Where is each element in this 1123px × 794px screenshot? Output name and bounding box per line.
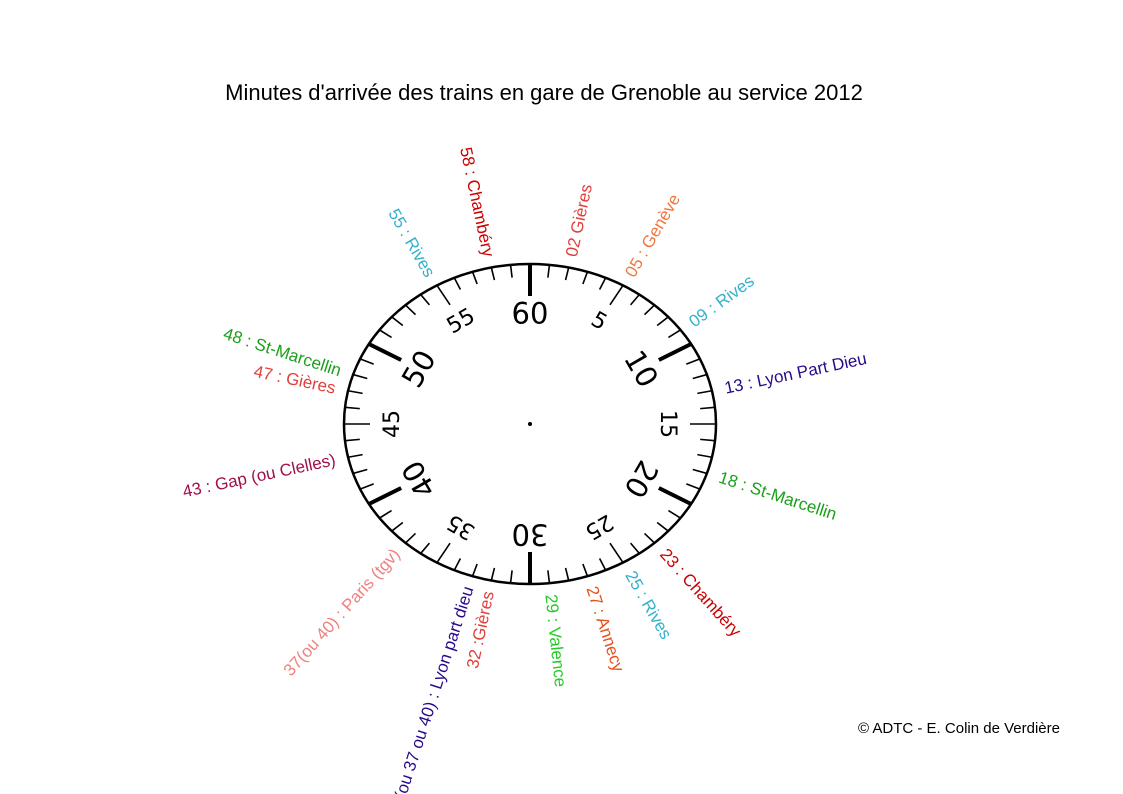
tick-mark	[697, 389, 713, 395]
minute-numeral: 5	[587, 307, 612, 336]
tick-mark	[697, 453, 713, 459]
copyright-credit: © ADTC - E. Colin de Verdière	[858, 720, 1060, 737]
arrival-label: 13 : Lyon Part Dieu	[723, 349, 869, 398]
tick-mark	[368, 342, 403, 362]
arrival-label: 05 : Genève	[621, 191, 684, 281]
tick-mark	[471, 271, 478, 285]
tick-mark	[344, 438, 360, 442]
tick-mark	[564, 567, 570, 581]
minute-numeral: 25	[580, 509, 617, 545]
arrival-label: 37(ou 40) : Paris (tgv)	[280, 545, 404, 680]
arrival-label: 29 : Valence	[541, 593, 570, 688]
tick-mark	[609, 284, 624, 306]
tick-mark	[582, 563, 589, 577]
tick-mark	[643, 532, 656, 544]
tick-mark	[359, 483, 374, 490]
tick-mark	[643, 304, 656, 316]
minute-numeral: 10	[617, 344, 665, 393]
tick-mark	[490, 567, 496, 581]
tick-mark	[629, 542, 640, 554]
tick-mark	[453, 277, 462, 290]
tick-mark	[564, 267, 570, 281]
tick-mark	[656, 316, 669, 327]
tick-mark	[609, 542, 624, 564]
arrival-label: 18 : St-Marcellin	[716, 468, 839, 524]
arrival-label: 58 : Chambéry	[456, 146, 498, 259]
tick-mark	[352, 373, 368, 380]
tick-mark	[547, 264, 551, 278]
minute-numeral: 35	[443, 509, 480, 545]
tick-mark	[436, 542, 451, 564]
tick-mark	[629, 294, 640, 306]
tick-mark	[404, 304, 417, 316]
arrival-label: 25 : Rives	[621, 568, 675, 643]
tick-mark	[668, 329, 681, 339]
dial-center-dot	[528, 422, 532, 426]
tick-mark	[359, 358, 374, 365]
tick-mark	[453, 558, 462, 571]
tick-mark	[471, 563, 478, 577]
tick-mark	[420, 294, 431, 306]
tick-mark	[700, 438, 716, 442]
tick-mark	[347, 453, 363, 459]
arrival-label: 27 : Annecy	[582, 584, 628, 675]
tick-mark	[344, 406, 360, 410]
minute-numeral: 30	[512, 517, 549, 551]
tick-mark	[686, 483, 701, 490]
tick-mark	[379, 329, 392, 339]
minute-numeral: 20	[617, 455, 665, 504]
diagram-title: Minutes d'arrivée des trains en gare de …	[225, 80, 863, 105]
minute-numeral: 40	[395, 455, 443, 504]
minute-numeral: 50	[395, 344, 443, 393]
arrival-label: 43 : Gap (ou Clelles)	[181, 450, 337, 501]
tick-mark	[692, 373, 708, 380]
tick-mark	[391, 316, 404, 327]
tick-mark	[657, 342, 692, 362]
tick-mark	[656, 521, 669, 532]
tick-mark	[352, 468, 368, 475]
tick-mark	[598, 558, 607, 571]
tick-mark	[391, 521, 404, 532]
tick-mark	[668, 509, 681, 519]
tick-mark	[700, 406, 716, 410]
tick-mark	[347, 389, 363, 395]
minute-numeral: 15	[655, 410, 680, 438]
tick-mark	[582, 271, 589, 285]
tick-mark	[686, 358, 701, 365]
minute-numeral: 60	[512, 297, 549, 331]
tick-mark	[509, 570, 513, 584]
minute-numeral: 45	[380, 410, 405, 438]
tick-mark	[490, 267, 496, 281]
arrival-label: 02 Gières	[562, 182, 596, 258]
tick-mark	[379, 509, 392, 519]
tick-mark	[420, 542, 431, 554]
tick-mark	[404, 532, 417, 544]
tick-mark	[547, 570, 551, 584]
tick-mark	[509, 264, 513, 278]
arrival-label: 55 : Rives	[384, 206, 438, 281]
minute-numeral: 55	[443, 304, 480, 340]
tick-mark	[692, 468, 708, 475]
tick-mark	[598, 277, 607, 290]
tick-mark	[368, 486, 403, 506]
tick-mark	[657, 486, 692, 506]
tick-marks	[344, 264, 716, 584]
tick-mark	[436, 284, 451, 306]
arrival-label: 09 : Rives	[685, 271, 757, 331]
arrival-label: 33 (ou 37 ou 40) : Lyon part dieu	[383, 584, 477, 794]
